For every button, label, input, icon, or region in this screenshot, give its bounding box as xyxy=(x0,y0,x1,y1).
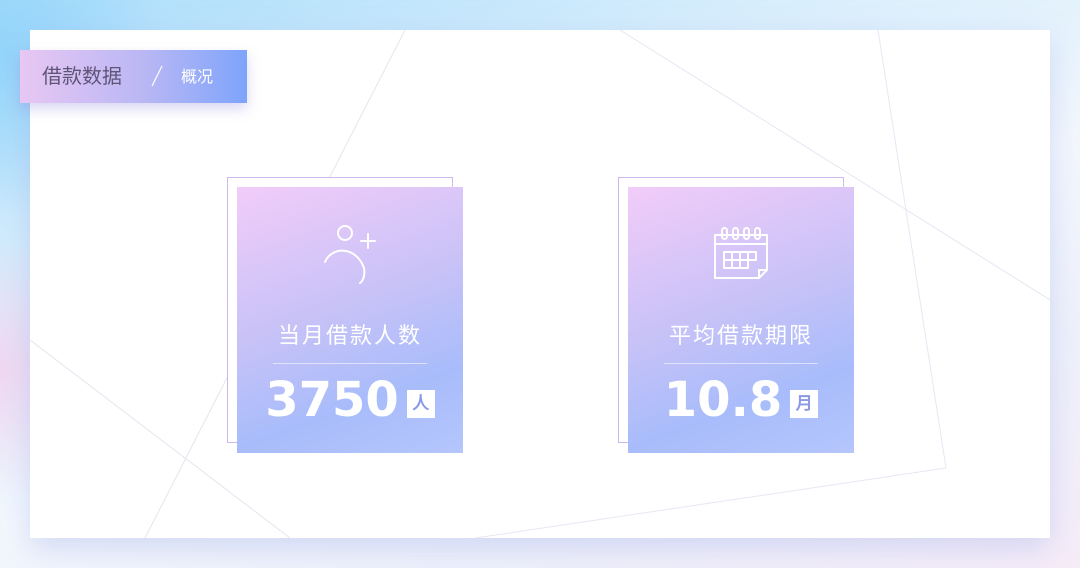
stat-value-row: 10.8 月 xyxy=(628,369,854,431)
stat-card-loan-term: 平均借款期限 10.8 月 xyxy=(618,177,854,453)
decorative-lines xyxy=(30,30,1050,538)
section-tag: 借款数据 概况 xyxy=(20,50,247,103)
stat-value-row: 3750 人 xyxy=(237,369,463,431)
card-divider xyxy=(273,363,427,364)
stat-value: 3750 xyxy=(265,372,399,428)
section-subtitle: 概况 xyxy=(181,67,214,86)
stat-label: 平均借款期限 xyxy=(668,324,813,349)
card-divider xyxy=(664,363,818,364)
breadcrumb-separator xyxy=(151,65,163,87)
stat-label: 当月借款人数 xyxy=(277,324,422,349)
card-body: 平均借款期限 10.8 月 xyxy=(628,187,854,453)
stat-card-borrowers: 当月借款人数 3750 人 xyxy=(227,177,463,453)
user-add-icon xyxy=(324,225,376,284)
stat-unit-badge: 月 xyxy=(790,390,819,418)
section-title: 借款数据 xyxy=(42,64,122,88)
main-panel xyxy=(30,30,1050,538)
card-body: 当月借款人数 3750 人 xyxy=(237,187,463,453)
stat-value: 10.8 xyxy=(663,372,783,428)
stat-unit-badge: 人 xyxy=(406,390,435,418)
calendar-icon xyxy=(714,227,768,279)
